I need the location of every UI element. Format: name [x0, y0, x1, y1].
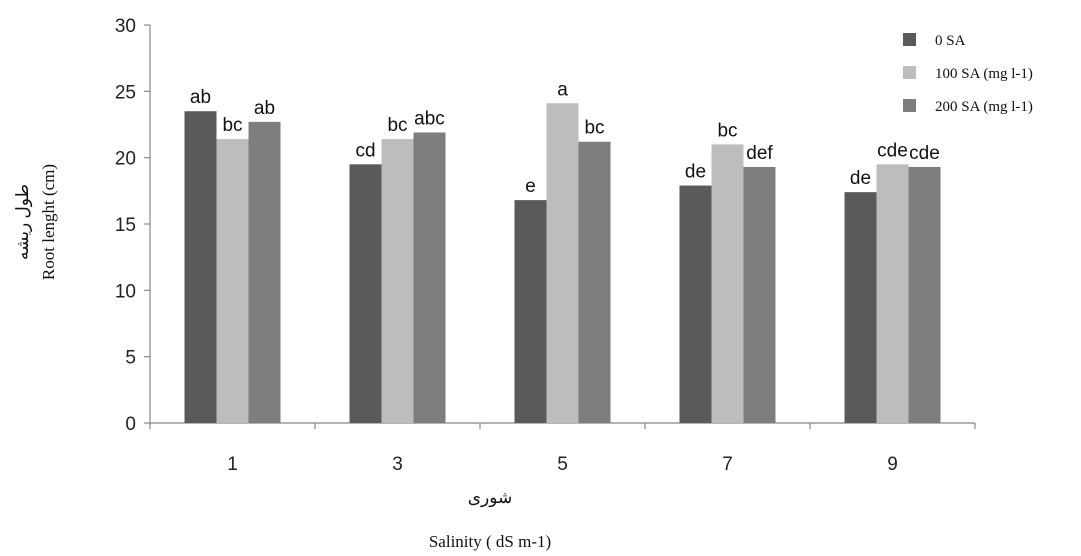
y-tick-label: 30 — [115, 16, 136, 37]
x-tick-label: 1 — [227, 454, 238, 475]
bar — [844, 192, 877, 423]
y-tick-label: 20 — [115, 149, 136, 170]
x-axis-title-en: Salinity ( dS m-1) — [429, 532, 551, 551]
legend-label: 200 SA (mg l-1) — [935, 99, 1033, 115]
y-tick-label: 25 — [115, 82, 136, 103]
bar — [711, 144, 744, 423]
bar — [349, 164, 382, 424]
x-axis-title-fa: شوری — [468, 488, 513, 508]
x-ticks: 1 3 5 7 9 — [149, 423, 976, 475]
bar-significance-label: bc — [584, 118, 604, 139]
bar — [381, 139, 414, 424]
bar — [743, 166, 776, 423]
bar-significance-label: cde — [877, 140, 908, 161]
bar — [413, 132, 446, 423]
legend-label: 100 SA (mg l-1) — [935, 66, 1033, 82]
bar-significance-label: bc — [387, 115, 407, 136]
bar — [578, 141, 611, 423]
legend-swatch — [903, 66, 916, 79]
bar-significance-label: ab — [190, 87, 211, 108]
bar-significance-label: de — [685, 162, 706, 183]
bar-significance-label: cd — [355, 140, 375, 161]
bar-significance-label: bc — [717, 120, 737, 141]
y-tick-label: 15 — [115, 215, 136, 236]
bar-significance-label: abc — [414, 108, 445, 129]
y-tick-label: 0 — [125, 414, 136, 435]
y-tick-label: 5 — [125, 348, 136, 369]
y-ticks: 0 5 10 15 20 25 30 — [115, 16, 150, 435]
bar — [248, 121, 281, 423]
bar-significance-label: cde — [909, 143, 940, 164]
y-tick-label: 10 — [115, 281, 136, 302]
bar-significance-label: bc — [222, 115, 242, 136]
y-axis-title-en: Root lenght (cm) — [39, 164, 58, 280]
x-tick-label: 3 — [392, 454, 403, 475]
x-tick-label: 7 — [722, 454, 733, 475]
bars — [184, 103, 941, 424]
bar — [216, 139, 249, 424]
bar — [908, 166, 941, 423]
bar — [876, 164, 909, 424]
bar — [514, 200, 547, 423]
x-tick-label: 5 — [557, 454, 568, 475]
bar-significance-label: def — [746, 143, 773, 164]
bar-significance-label: a — [557, 79, 568, 100]
bar — [679, 185, 712, 423]
bar-significance-label: ab — [254, 98, 275, 119]
bar-significance-label: de — [850, 168, 871, 189]
legend-swatch — [903, 33, 916, 46]
bar-significance-label: e — [525, 176, 536, 197]
bar — [546, 103, 579, 424]
legend-label: 0 SA — [935, 33, 966, 49]
x-tick-label: 9 — [887, 454, 898, 475]
legend: 0 SA 100 SA (mg l-1) 200 SA (mg l-1) — [903, 33, 1033, 115]
legend-swatch — [903, 99, 916, 112]
bar — [184, 111, 217, 423]
y-axis-title-fa: طول ریشه — [13, 184, 33, 260]
